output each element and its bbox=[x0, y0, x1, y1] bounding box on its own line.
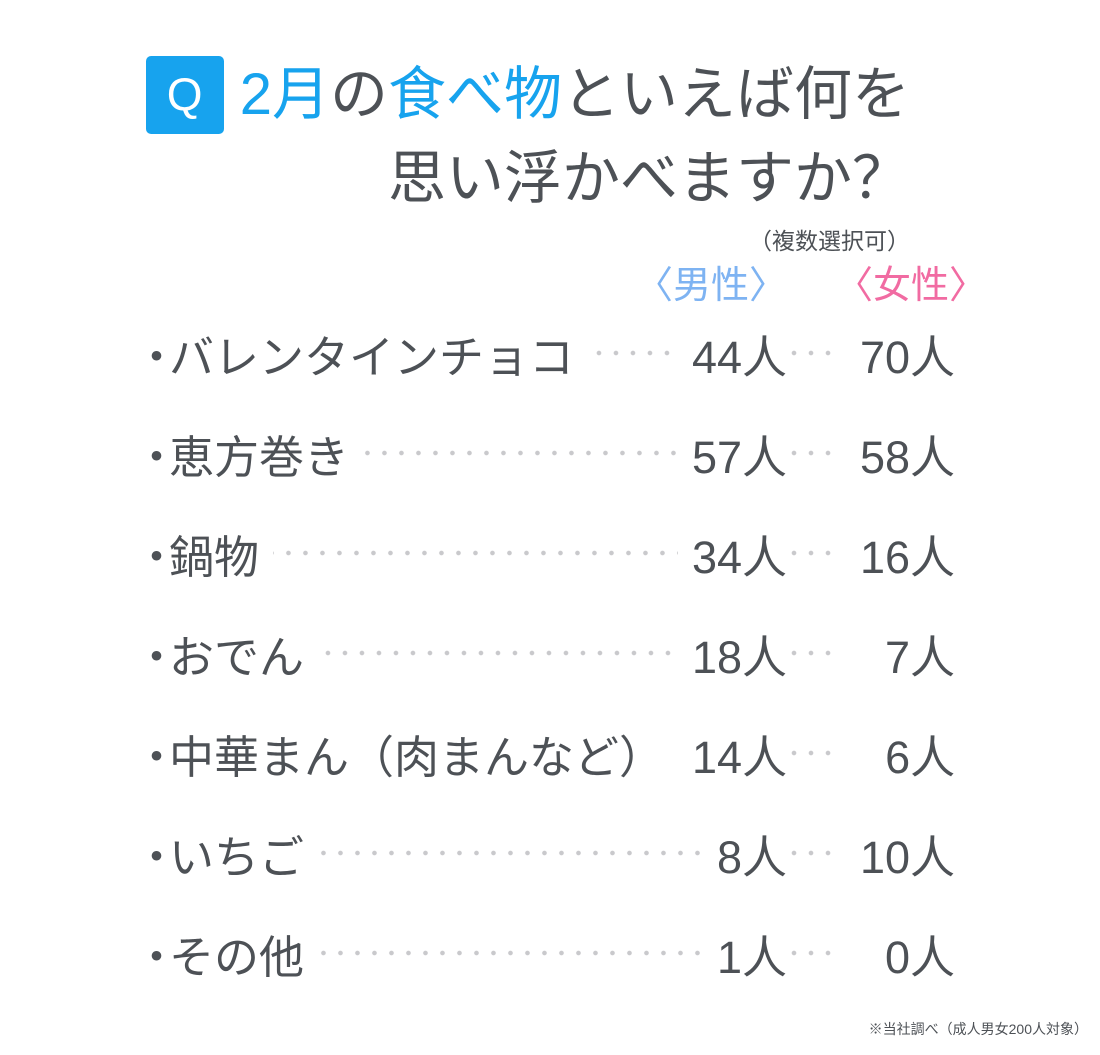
female-count: 16人 bbox=[859, 531, 955, 583]
dotted-divider bbox=[791, 349, 831, 357]
dotted-divider bbox=[791, 749, 832, 757]
item-label: バレンタインチョコ bbox=[169, 331, 575, 383]
survey-row: ・ その他 1人 0人 bbox=[134, 903, 955, 1003]
female-count: 58人 bbox=[859, 431, 955, 483]
title-line2: 思い浮かべますか？ bbox=[387, 146, 910, 211]
bullet-icon: ・ bbox=[134, 431, 180, 483]
dotted-divider bbox=[791, 449, 831, 457]
dotted-divider bbox=[791, 649, 831, 657]
title-segment: 2月 bbox=[239, 61, 330, 127]
survey-row: ・ いちご 8人 10人 bbox=[134, 803, 955, 903]
male-count: 34人 bbox=[691, 531, 787, 583]
dotted-leader bbox=[273, 549, 678, 557]
male-count: 14人 bbox=[692, 731, 788, 783]
female-count: 70人 bbox=[859, 331, 955, 383]
bullet-icon: ・ bbox=[134, 931, 180, 983]
female-column-header: 〈女性〉 bbox=[835, 264, 988, 307]
title-segment: といえば何を bbox=[561, 61, 910, 127]
female-count: 7人 bbox=[884, 631, 955, 683]
survey-row: ・ 鍋物 34人 16人 bbox=[134, 503, 955, 603]
bullet-icon: ・ bbox=[134, 731, 180, 783]
bullet-icon: ・ bbox=[134, 331, 180, 383]
male-count: 8人 bbox=[716, 831, 787, 883]
dotted-leader bbox=[318, 849, 703, 857]
title-line1-text: 2月の食べ物といえば何を bbox=[240, 59, 910, 132]
title-note: （複数選択可） bbox=[749, 228, 910, 254]
dotted-leader bbox=[318, 949, 703, 957]
male-column-header: 〈男性〉 bbox=[634, 264, 787, 307]
female-count: 0人 bbox=[884, 931, 955, 983]
male-count: 57人 bbox=[691, 431, 787, 483]
survey-row: ・ バレンタインチョコ 44人 70人 bbox=[134, 303, 955, 403]
male-count: 18人 bbox=[691, 631, 787, 683]
survey-row: ・ 中華まん（肉まんなど） 14人 6人 bbox=[134, 703, 956, 803]
item-label: 恵方巻き bbox=[169, 431, 350, 483]
dotted-divider bbox=[791, 549, 831, 557]
bullet-icon: ・ bbox=[134, 631, 180, 683]
female-count: 6人 bbox=[885, 731, 956, 783]
column-headers: 〈男性〉 〈女性〉 bbox=[145, 256, 988, 307]
item-label: その他 bbox=[169, 931, 305, 983]
female-count: 10人 bbox=[859, 831, 955, 883]
survey-rows: ・ バレンタインチョコ 44人 70人 ・ 恵方巻き 57人 58人 ・ 鍋物 … bbox=[134, 303, 956, 1003]
question-badge: Q bbox=[145, 56, 224, 134]
dotted-leader bbox=[318, 649, 678, 657]
title-block: Q 2月の食べ物といえば何を 思い浮かべますか？ （複数選択可） bbox=[145, 56, 910, 256]
bullet-icon: ・ bbox=[134, 531, 180, 583]
dotted-divider bbox=[791, 949, 831, 957]
dotted-leader bbox=[363, 449, 678, 457]
title-line1: Q 2月の食べ物といえば何を bbox=[145, 56, 910, 134]
footer-note: ※当社調べ（成人男女200人対象） bbox=[868, 1021, 1088, 1037]
item-label: 鍋物 bbox=[169, 531, 260, 583]
item-label: 中華まん（肉まんなど） bbox=[169, 731, 665, 783]
title-segment: 食べ物 bbox=[387, 61, 562, 127]
dotted-leader bbox=[588, 349, 678, 357]
item-label: おでん bbox=[169, 631, 305, 683]
male-count: 44人 bbox=[691, 331, 787, 383]
survey-row: ・ 恵方巻き 57人 58人 bbox=[134, 403, 955, 503]
dotted-divider bbox=[791, 849, 831, 857]
item-label: いちご bbox=[169, 831, 305, 883]
male-count: 1人 bbox=[716, 931, 787, 983]
title-segment: の bbox=[329, 61, 388, 127]
bullet-icon: ・ bbox=[134, 831, 180, 883]
survey-row: ・ おでん 18人 7人 bbox=[134, 603, 955, 703]
